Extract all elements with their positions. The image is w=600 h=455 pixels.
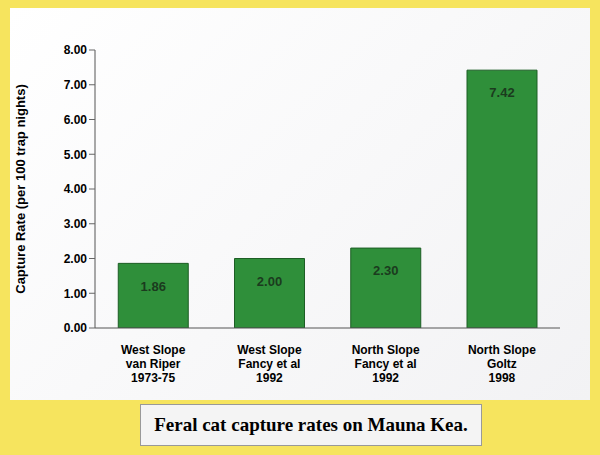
svg-text:1.86: 1.86 xyxy=(141,279,166,294)
svg-text:6.00: 6.00 xyxy=(64,113,88,127)
svg-text:North SlopeFancy et al1992: North SlopeFancy et al1992 xyxy=(352,343,420,385)
svg-text:West SlopeFancy et al1992: West SlopeFancy et al1992 xyxy=(237,343,302,385)
html-text:Feral cat capture rates on Mau: Feral cat capture rates on Mauna Kea. xyxy=(154,414,468,435)
svg-text:2.00: 2.00 xyxy=(64,252,88,266)
svg-text:4.00: 4.00 xyxy=(64,182,88,196)
svg-text:North SlopeGoltz1998: North SlopeGoltz1998 xyxy=(468,343,536,385)
svg-text:8.00: 8.00 xyxy=(64,43,88,57)
svg-text:0.00: 0.00 xyxy=(64,321,88,335)
svg-text:5.00: 5.00 xyxy=(64,148,88,162)
svg-text:2.00: 2.00 xyxy=(257,274,282,289)
svg-text:7.00: 7.00 xyxy=(64,78,88,92)
svg-text:West Slopevan Riper1973-75: West Slopevan Riper1973-75 xyxy=(121,343,186,385)
svg-text:7.42: 7.42 xyxy=(489,85,514,100)
svg-text:1.00: 1.00 xyxy=(64,287,88,301)
svg-text:3.00: 3.00 xyxy=(64,217,88,231)
svg-text:Capture Rate (per 100 trap nig: Capture Rate (per 100 trap nights) xyxy=(13,84,28,294)
svg-text:2.30: 2.30 xyxy=(373,263,398,278)
